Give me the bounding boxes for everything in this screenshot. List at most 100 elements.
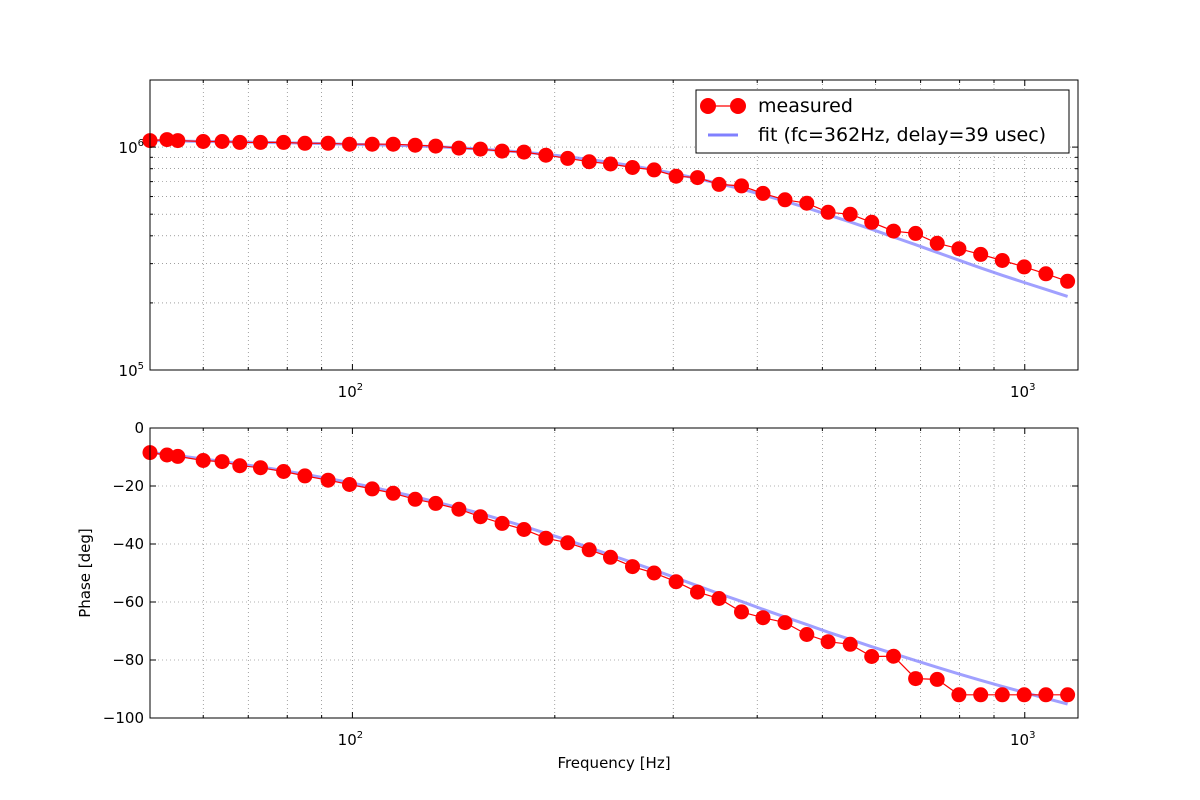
measured-point xyxy=(516,144,532,160)
measured-point xyxy=(820,204,836,220)
measured-point xyxy=(364,481,380,497)
phase-series xyxy=(142,445,1076,706)
measured-point xyxy=(799,195,815,211)
measured-point xyxy=(451,140,467,156)
measured-point xyxy=(668,168,684,184)
measured-point xyxy=(170,133,186,149)
legend-frame xyxy=(695,89,1070,154)
measured-point xyxy=(1060,687,1076,703)
measured-point xyxy=(864,649,880,664)
y-tick-label: 0 xyxy=(134,419,144,437)
y-axis-label: Phase [deg] xyxy=(76,528,94,618)
x-tick-label: 102 xyxy=(338,730,363,749)
measured-point xyxy=(385,485,401,501)
measured-point xyxy=(170,448,186,464)
measured-point xyxy=(755,185,771,201)
measured-point xyxy=(842,636,858,652)
measured-point xyxy=(342,477,357,492)
measured-point xyxy=(951,687,967,703)
measured-point xyxy=(603,156,618,172)
measured-point xyxy=(777,192,793,208)
measured-point xyxy=(581,154,597,170)
y-tick-label: −60 xyxy=(112,593,144,611)
phase-panel: 102 103 0 −20 −40 −60 −80 −100 xyxy=(103,419,1079,749)
measured-point xyxy=(472,509,488,525)
measured-point xyxy=(195,134,211,149)
measured-point xyxy=(320,472,336,488)
measured-point xyxy=(973,687,989,703)
x-tick-label: 103 xyxy=(1010,730,1035,749)
legend-fit-label: fit (fc=362Hz, delay=39 usec) xyxy=(758,124,1046,146)
measured-point xyxy=(1016,687,1032,703)
measured-point xyxy=(908,671,924,687)
measured-point xyxy=(276,464,292,479)
phase-grid xyxy=(150,428,1078,718)
y-tick-label: −100 xyxy=(103,709,144,727)
y-tick-label: 106 xyxy=(119,138,144,157)
measured-point xyxy=(320,135,336,151)
measured-point xyxy=(908,225,924,241)
measured-point xyxy=(560,150,576,166)
measured-point xyxy=(385,136,401,152)
measured-point xyxy=(342,136,357,152)
measured-point xyxy=(297,468,313,484)
measured-point xyxy=(276,134,292,150)
measured-point xyxy=(214,454,230,470)
measured-point xyxy=(1038,687,1054,703)
measured-point xyxy=(711,591,727,606)
measured-point xyxy=(1038,266,1054,282)
legend: measured fit (fc=362Hz, delay=39 usec) xyxy=(695,89,1070,154)
phase-axes-frame xyxy=(149,427,1079,719)
measured-point xyxy=(603,549,618,565)
measured-point xyxy=(407,137,423,153)
measured-point xyxy=(253,460,268,476)
y-tick-label: −80 xyxy=(112,651,144,669)
measured-point xyxy=(1016,259,1032,275)
x-tick-label: 102 xyxy=(338,382,363,401)
measured-point xyxy=(451,501,467,517)
measured-point xyxy=(472,141,488,157)
measured-point xyxy=(886,223,901,239)
measured-point xyxy=(625,160,640,175)
measured-point xyxy=(711,176,727,192)
measured-point xyxy=(842,206,858,222)
measured-point xyxy=(646,162,662,178)
measured-point xyxy=(214,134,230,149)
measured-point xyxy=(407,491,423,507)
measured-point xyxy=(820,634,836,650)
measured-point xyxy=(929,235,945,251)
x-tick-label: 103 xyxy=(1010,382,1035,401)
measured-point xyxy=(253,134,268,150)
measured-point xyxy=(232,458,248,474)
measured-point xyxy=(428,495,444,511)
measured-point xyxy=(195,453,211,468)
magnitude-series xyxy=(142,132,1076,298)
phase-ticks: 102 103 0 −20 −40 −60 −80 −100 xyxy=(103,419,1078,749)
legend-measured-marker xyxy=(730,98,746,114)
x-axis-label: Frequency [Hz] xyxy=(557,754,670,772)
measured-point xyxy=(690,584,705,600)
measured-point xyxy=(755,610,771,626)
measured-point xyxy=(734,604,749,620)
measured-point xyxy=(668,574,684,590)
measured-point xyxy=(516,522,532,537)
y-tick-label: −40 xyxy=(112,535,144,553)
measured-point xyxy=(581,542,597,558)
measured-point xyxy=(538,530,554,546)
legend-measured-label: measured xyxy=(758,95,853,117)
measured-point xyxy=(777,615,793,631)
measured-point xyxy=(734,178,749,194)
measured-point xyxy=(646,565,662,581)
measured-point xyxy=(494,515,510,531)
measured-point xyxy=(625,559,640,575)
measured-point xyxy=(232,134,248,150)
measured-point xyxy=(929,671,945,687)
magnitude-ticks: 102 103 105 106 xyxy=(119,80,1078,401)
measured-point xyxy=(560,535,576,551)
measured-point xyxy=(538,147,554,163)
magnitude-axes-frame xyxy=(149,79,1079,371)
measured-point xyxy=(886,648,901,664)
measured-point xyxy=(690,170,705,186)
measured-point xyxy=(994,687,1010,703)
